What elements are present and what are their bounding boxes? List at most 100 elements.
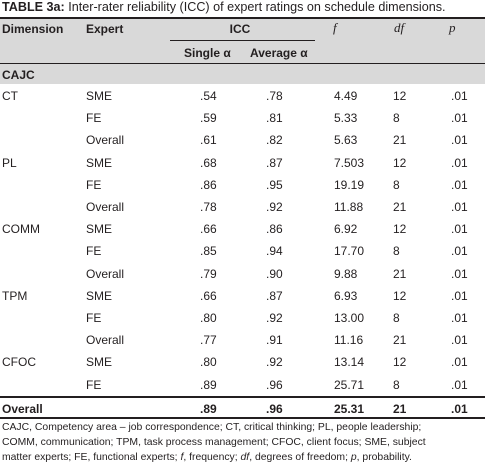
cell-f: 17.70 <box>334 244 365 259</box>
table-footnote: CAJC, Competency area – job corresponden… <box>2 420 485 465</box>
total-p: .01 <box>451 402 468 416</box>
cell-single: .80 <box>200 311 217 325</box>
cell-df: 21 <box>393 133 407 148</box>
header-dimension: Dimension <box>2 22 64 36</box>
table-row: CFOC SME .80 .92 13.14 12 .01 <box>0 351 485 373</box>
table-row: FE .85 .94 17.70 8 .01 <box>0 240 485 262</box>
cell-expert: SME <box>86 288 113 303</box>
footnote-text-b: , frequency; <box>183 452 241 463</box>
cell-f: 6.92 <box>334 222 358 237</box>
cell-expert: SME <box>86 155 113 170</box>
cell-dimension: CFOC <box>2 355 36 370</box>
cell-df: 12 <box>393 155 407 170</box>
cell-p: .01 <box>451 177 468 192</box>
cell-average: .90 <box>266 266 283 281</box>
header-expert: Expert <box>86 22 124 36</box>
cell-expert: FE <box>86 311 102 325</box>
cell-p: .01 <box>451 244 468 259</box>
footnote-f: f <box>180 452 184 463</box>
cell-p: .01 <box>451 222 468 237</box>
cell-dimension: COMM <box>2 222 40 237</box>
table-row: FE .80 .92 13.00 8 .01 <box>0 307 485 329</box>
cell-single: .80 <box>200 355 217 370</box>
table-caption: TABLE 3a: Inter-rater reliability (ICC) … <box>2 0 485 18</box>
cell-f: 6.93 <box>334 288 358 303</box>
cell-p: .01 <box>451 133 468 148</box>
icc-underline <box>170 40 315 41</box>
cell-p: .01 <box>451 266 468 281</box>
total-dimension: Overall <box>2 402 43 416</box>
cell-p: .01 <box>451 355 468 370</box>
header-icc: ICC <box>229 22 251 36</box>
cell-p: .01 <box>451 377 468 392</box>
table-row: COMM SME .66 .86 6.92 12 .01 <box>0 218 485 240</box>
cell-df: 12 <box>393 89 407 103</box>
cell-f: 25.71 <box>334 377 365 392</box>
cell-single: .54 <box>200 89 217 103</box>
table-row: CT SME .54 .78 4.49 12 .01 <box>0 85 485 107</box>
table-row: FE .89 .96 25.71 8 .01 <box>0 374 485 396</box>
footnote-text-a: matter experts; FE, functional experts; <box>2 452 181 463</box>
total-row: Overall .89 .96 25.31 21 .01 <box>0 398 485 420</box>
table-row: TPM SME .66 .87 6.93 12 .01 <box>0 285 485 307</box>
header-df: df <box>394 20 405 35</box>
footnote-p: p <box>350 452 357 463</box>
cell-df: 21 <box>393 266 407 281</box>
cell-average: .95 <box>266 177 283 192</box>
cell-expert: SME <box>86 355 113 370</box>
cell-single: .61 <box>200 133 217 148</box>
cell-single: .77 <box>200 333 217 348</box>
table-row: Overall .79 .90 9.88 21 .01 <box>0 263 485 285</box>
header-p: p <box>449 20 456 35</box>
cell-average: .87 <box>266 155 283 170</box>
cell-df: 21 <box>393 333 407 348</box>
cell-df: 8 <box>393 111 400 126</box>
cell-single: .59 <box>200 111 217 126</box>
caption-label: TABLE 3a: <box>2 0 65 14</box>
cell-expert: Overall <box>86 266 125 281</box>
cell-single: .79 <box>200 266 217 281</box>
footnote-text-d: , probability. <box>356 452 412 463</box>
cell-average: .78 <box>266 89 283 103</box>
cell-p: .01 <box>451 111 468 126</box>
cell-single: .86 <box>200 177 217 192</box>
cell-average: .92 <box>266 311 283 325</box>
table-header <box>0 18 485 64</box>
cell-expert: Overall <box>86 333 125 348</box>
cell-df: 8 <box>393 177 400 192</box>
table-row: FE .86 .95 19.19 8 .01 <box>0 174 485 196</box>
cell-expert: FE <box>86 177 102 192</box>
footnote-line-2: COMM, communication; TPM, task process m… <box>2 437 426 448</box>
cell-average: .92 <box>266 200 283 214</box>
cell-expert: Overall <box>86 200 125 214</box>
cell-average: .81 <box>266 111 283 126</box>
total-top-rule <box>0 396 485 398</box>
table-row: Overall .61 .82 5.63 21 .01 <box>0 129 485 151</box>
cell-single: .85 <box>200 244 217 259</box>
table-row: Overall .78 .92 11.88 21 .01 <box>0 196 485 218</box>
cell-average: .92 <box>266 355 283 370</box>
footnote-line-3: matter experts; FE, functional experts; … <box>2 450 485 465</box>
total-single: .89 <box>200 402 217 416</box>
header-f: f <box>333 20 337 35</box>
header-single: Single α <box>184 46 231 60</box>
total-average: .96 <box>266 402 283 416</box>
footnote-line-1: CAJC, Competency area – job corresponden… <box>2 422 422 433</box>
cell-df: 8 <box>393 311 400 325</box>
cell-average: .94 <box>266 244 283 259</box>
cell-dimension: PL <box>2 155 17 170</box>
cell-average: .96 <box>266 377 283 392</box>
cell-f: 11.88 <box>334 200 364 214</box>
cell-average: .91 <box>266 333 283 348</box>
footnote-text-c: , degrees of freedom; <box>249 452 351 463</box>
cell-p: .01 <box>451 155 468 170</box>
cell-f: 19.19 <box>334 177 365 192</box>
cell-expert: SME <box>86 89 113 103</box>
cell-df: 12 <box>393 222 407 237</box>
cell-dimension: CT <box>2 89 18 103</box>
cell-df: 21 <box>393 200 407 214</box>
cell-p: .01 <box>451 311 468 325</box>
caption-text: Inter-rater reliability (ICC) of expert … <box>64 0 446 14</box>
table-row: Overall .77 .91 11.16 21 .01 <box>0 329 485 351</box>
cell-p: .01 <box>451 288 468 303</box>
